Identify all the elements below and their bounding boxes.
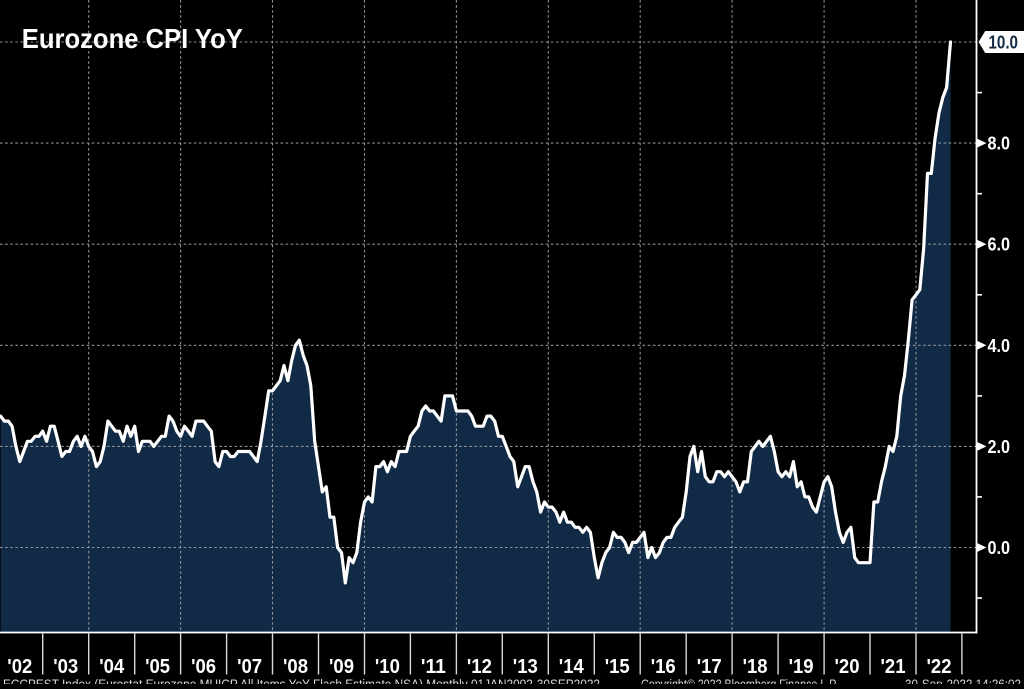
svg-text:4.0: 4.0 (988, 336, 1011, 356)
svg-text:'20: '20 (835, 655, 860, 678)
svg-text:'07: '07 (237, 655, 262, 678)
svg-text:'22: '22 (927, 655, 952, 678)
svg-text:'09: '09 (329, 655, 354, 678)
svg-text:'18: '18 (743, 655, 768, 678)
svg-text:6.0: 6.0 (988, 235, 1011, 255)
svg-text:'12: '12 (467, 655, 492, 678)
svg-text:'05: '05 (145, 655, 170, 678)
svg-text:0.0: 0.0 (988, 538, 1011, 558)
svg-text:'04: '04 (99, 655, 125, 678)
svg-text:8.0: 8.0 (988, 134, 1011, 154)
svg-text:'02: '02 (7, 655, 32, 678)
svg-text:'13: '13 (513, 655, 538, 678)
svg-text:'16: '16 (651, 655, 676, 678)
svg-text:Copyright© 2022 Bloomberg Fina: Copyright© 2022 Bloomberg Finance L.P. (641, 678, 838, 685)
svg-text:'15: '15 (605, 655, 630, 678)
svg-text:'11: '11 (421, 655, 446, 678)
svg-text:'14: '14 (559, 655, 585, 678)
svg-text:2.0: 2.0 (988, 437, 1011, 457)
svg-text:'08: '08 (283, 655, 308, 678)
svg-text:ECCPEST Index (Eurostat Eurozo: ECCPEST Index (Eurostat Eurozone MUICP A… (3, 678, 600, 685)
svg-text:'03: '03 (53, 655, 78, 678)
svg-text:'19: '19 (789, 655, 814, 678)
svg-text:'10: '10 (375, 655, 400, 678)
svg-text:Eurozone CPI YoY: Eurozone CPI YoY (22, 23, 243, 54)
svg-text:'06: '06 (191, 655, 216, 678)
svg-text:30-Sep-2022 14:26:02: 30-Sep-2022 14:26:02 (905, 678, 1021, 685)
svg-text:'21: '21 (881, 655, 906, 678)
svg-text:10.0: 10.0 (989, 33, 1019, 53)
svg-text:'17: '17 (697, 655, 722, 678)
